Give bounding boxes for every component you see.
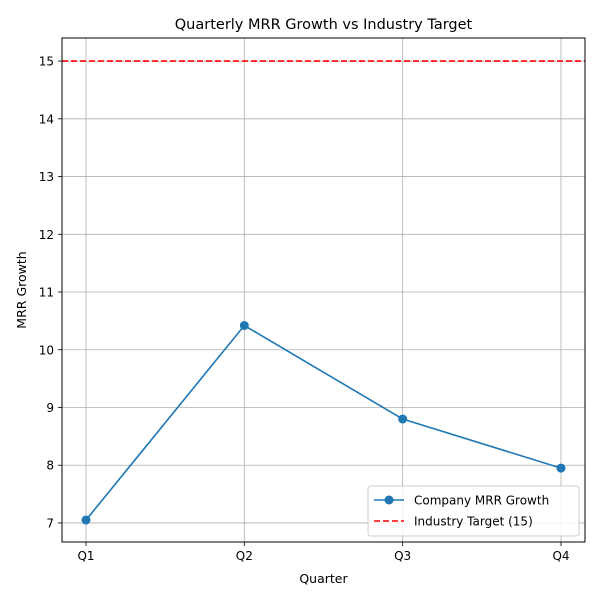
grid-lines <box>62 38 585 542</box>
x-tick-label: Q1 <box>77 549 94 563</box>
x-tick-label: Q2 <box>236 549 253 563</box>
y-tick-label: 13 <box>39 170 54 184</box>
plot-frame <box>61 37 586 543</box>
data-point-q3 <box>398 414 408 424</box>
company-mrr-growth-line <box>85 324 562 521</box>
legend-marker-company <box>384 495 394 505</box>
series-lines <box>81 321 566 525</box>
x-axis-ticks: Q1 Q2 Q3 Q4 <box>77 542 570 563</box>
y-tick-label: 12 <box>39 228 54 242</box>
data-point-q4 <box>556 463 566 473</box>
legend-label-company: Company MRR Growth <box>414 494 549 508</box>
x-axis-label: Quarter <box>299 571 348 586</box>
data-point-q1 <box>81 515 91 525</box>
legend: Company MRR Growth Industry Target (15) <box>367 485 580 537</box>
y-tick-label: 9 <box>46 401 54 415</box>
x-tick-label: Q4 <box>552 549 569 563</box>
chart-title: Quarterly MRR Growth vs Industry Target <box>175 17 473 33</box>
y-tick-label: 8 <box>46 459 54 473</box>
y-tick-label: 11 <box>39 286 54 300</box>
y-tick-label: 10 <box>39 343 54 357</box>
x-tick-label: Q3 <box>394 549 411 563</box>
y-tick-label: 15 <box>39 55 54 69</box>
legend-box <box>367 485 580 537</box>
legend-label-target: Industry Target (15) <box>414 515 533 529</box>
data-point-q2 <box>239 321 249 331</box>
y-tick-label: 14 <box>39 112 54 126</box>
y-axis-label: MRR Growth <box>14 251 29 328</box>
y-axis-ticks: 7 8 9 10 11 12 13 14 15 <box>39 55 62 530</box>
y-tick-label: 7 <box>46 516 54 530</box>
